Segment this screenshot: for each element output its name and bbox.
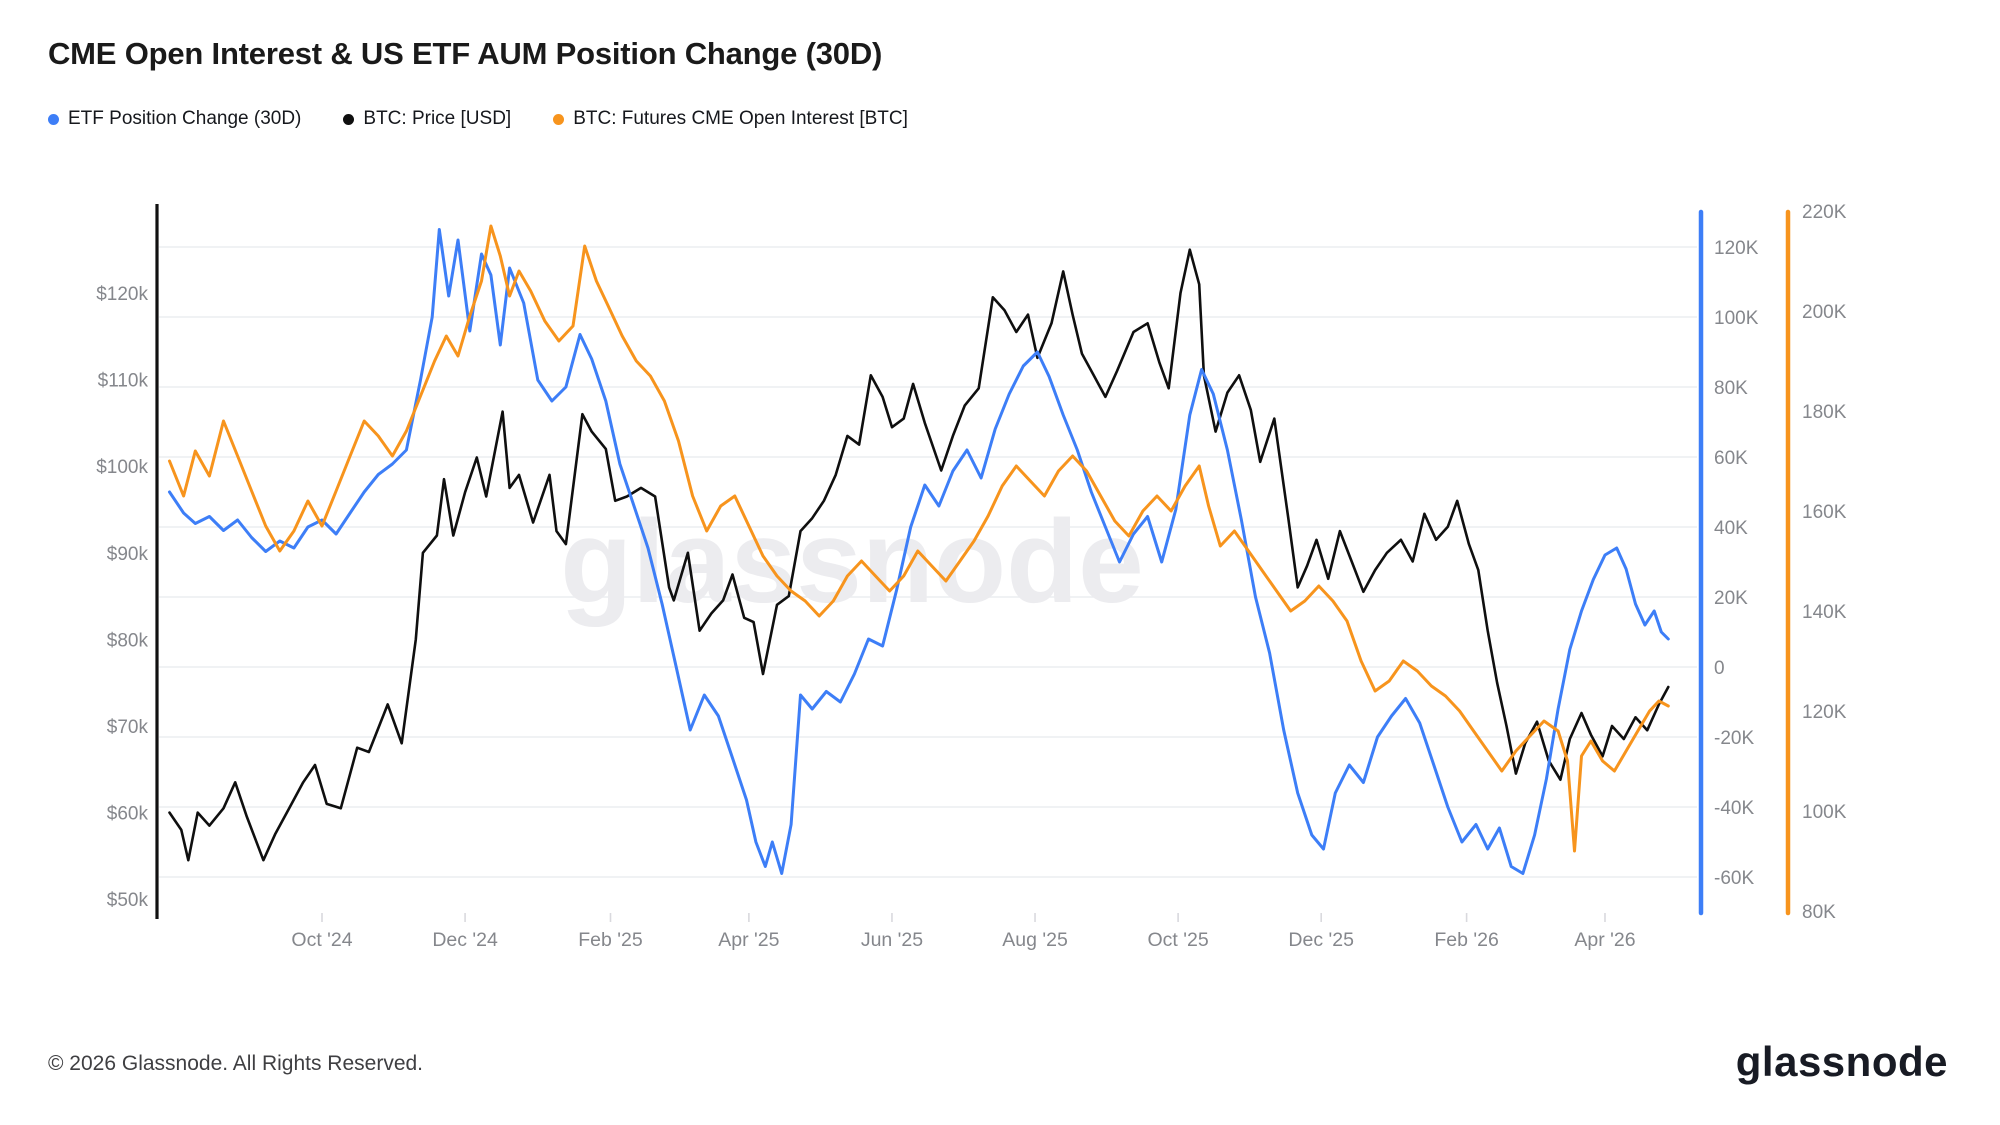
price-axis-tick-label: $80k (107, 630, 149, 651)
x-axis-tick-label: Oct '25 (1148, 929, 1209, 951)
page-title: CME Open Interest & US ETF AUM Position … (48, 36, 883, 71)
etf-axis-tick-label: 40K (1714, 518, 1748, 539)
legend-label: BTC: Futures CME Open Interest [BTC] (573, 108, 908, 129)
x-axis-tick-label: Dec '24 (432, 929, 498, 951)
x-axis-tick-label: Dec '25 (1288, 929, 1354, 951)
legend-label: BTC: Price [USD] (363, 108, 512, 129)
x-axis-tick-label: Jun '25 (861, 929, 923, 951)
series-line-etf (168, 228, 1670, 875)
oi-axis-tick-label: 220K (1802, 202, 1847, 223)
price-axis-tick-label: $90k (107, 544, 149, 565)
price-axis-tick-label: $50k (107, 890, 149, 911)
legend-item-etf-position-change[interactable]: ETF Position Change (30D) (48, 108, 301, 130)
chart-legend: ETF Position Change (30D) BTC: Price [US… (48, 108, 908, 130)
etf-axis-tick-label: 60K (1714, 448, 1748, 469)
etf-axis-tick-label: 0 (1714, 658, 1725, 679)
etf-axis-tick-label: -40K (1714, 798, 1754, 819)
legend-item-cme-open-interest[interactable]: BTC: Futures CME Open Interest [BTC] (553, 108, 908, 130)
copyright-text: © 2026 Glassnode. All Rights Reserved. (48, 1052, 424, 1075)
x-axis-tick-label: Aug '25 (1002, 929, 1068, 951)
etf-axis-tick-label: 20K (1714, 588, 1748, 609)
legend-label: ETF Position Change (30D) (68, 108, 302, 129)
glassnode-logo: glassnode (1735, 1038, 1948, 1085)
price-axis-tick-label: $60k (107, 804, 149, 825)
x-axis-tick-label: Apr '26 (1574, 929, 1635, 951)
oi-axis-tick-label: 140K (1802, 602, 1847, 623)
etf-axis-tick-label: -60K (1714, 868, 1754, 889)
price-axis-tick-label: $100k (96, 457, 148, 478)
legend-item-btc-price[interactable]: BTC: Price [USD] (343, 108, 511, 130)
price-axis-tick-label: $110k (98, 371, 149, 392)
plot-hover-area[interactable] (157, 212, 1701, 913)
x-axis-tick-label: Feb '25 (578, 929, 643, 951)
oi-axis-tick-label: 180K (1802, 402, 1847, 423)
etf-axis-tick-label: 120K (1714, 238, 1759, 259)
oi-axis-tick-label: 80K (1802, 902, 1836, 923)
legend-dot-icon (553, 113, 565, 125)
x-axis-tick-label: Apr '25 (718, 929, 779, 951)
legend-dot-icon (48, 113, 59, 125)
oi-axis-tick-label: 200K (1802, 302, 1847, 323)
x-axis-tick-label: Oct '24 (291, 929, 352, 951)
etf-axis-tick-label: 80K (1714, 378, 1748, 399)
series-line-price (168, 248, 1670, 862)
oi-axis-tick-label: 120K (1802, 702, 1847, 723)
oi-axis-tick-label: 100K (1802, 802, 1847, 823)
etf-axis-tick-label: 100K (1714, 308, 1759, 329)
oi-axis-tick-label: 160K (1802, 502, 1847, 523)
price-axis-tick-label: $70k (107, 717, 149, 738)
price-axis-tick-label: $120k (96, 284, 148, 305)
legend-dot-icon (343, 113, 355, 125)
etf-axis-tick-label: -20K (1714, 728, 1754, 749)
series-line-oi (168, 224, 1670, 853)
x-axis-tick-label: Feb '26 (1434, 929, 1498, 951)
